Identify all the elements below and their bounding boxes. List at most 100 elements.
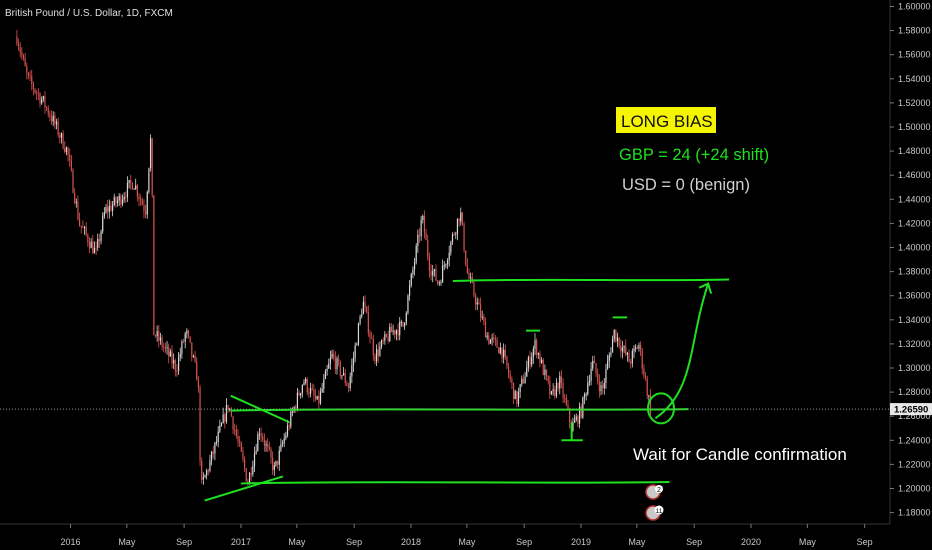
candle-body [331,353,333,358]
candle-body [455,233,457,235]
candle-body [78,219,81,226]
y-tick-label: 1.44000 [898,194,931,204]
candle-body [121,199,124,205]
candle-body [456,218,459,234]
candle-body [486,335,488,338]
candle-body [498,347,500,354]
candle-body [130,180,132,184]
trendline [204,475,284,502]
candle-body [499,347,501,354]
candle-body [69,154,71,161]
candle-body [648,395,650,397]
chart-title: British Pound / U.S. Dollar, 1D, FXCM [5,8,173,19]
candle-body [258,433,261,435]
y-tick-label: 1.56000 [898,50,931,60]
candle-body [621,347,624,352]
candle-body [605,369,607,383]
candle-body [118,195,120,201]
candle-body [298,392,300,396]
candle-body [319,391,322,404]
candle-body [98,239,100,242]
candle-body [275,460,277,466]
candle-body [522,378,525,384]
candle-body [539,353,541,363]
candle-body [384,334,386,341]
candle-body [394,330,396,335]
candle-body [354,345,356,358]
candle-body [521,378,523,385]
candle-body [438,282,440,284]
candle-body [453,234,455,236]
candle-body [573,420,576,423]
projection-arrow-head [698,282,713,294]
candle-body [278,450,280,465]
candle-body [39,93,41,104]
candle-body [625,346,627,355]
x-tick-label: May [288,537,306,547]
candle-body [399,321,401,336]
last-price-tag: 1.26590 [890,403,932,416]
candle-body [578,406,581,424]
trendline [230,394,290,424]
candle-body [583,394,586,398]
candle-body [41,99,43,104]
candle-body [506,356,508,367]
candle-body [602,385,604,389]
candle-body [148,168,150,192]
candle-body [102,216,104,232]
candle-body [417,234,419,247]
candle-body [242,451,244,460]
candle-body [364,301,366,307]
candle-body [90,241,92,249]
event-badge[interactable]: 11 [645,505,664,521]
candle-body [144,211,147,215]
candle-body [265,443,267,446]
candle-body [544,369,546,375]
candle-body [356,344,358,346]
candle-body [380,340,383,347]
candle-body [82,227,84,229]
candle-body [437,280,439,284]
x-tick-label: May [628,537,646,547]
candle-body [235,429,237,436]
event-badge[interactable]: 2 [645,484,663,500]
candle-body [321,388,323,392]
candle-body [631,351,633,364]
candle-body [375,349,378,362]
candle-body [410,274,412,286]
candle-body [36,92,38,94]
candle-body [517,392,520,404]
candle-body [83,227,86,229]
candle-body [311,388,313,390]
candle-body [451,234,454,242]
candle-body [630,362,632,364]
candle-body [280,444,282,451]
candle-body [281,443,284,445]
candle-body [80,225,82,228]
candle-body [402,321,404,327]
candle-body [374,355,376,362]
candle-body [473,282,475,296]
candle-body [503,349,505,358]
candle-body [158,331,160,341]
candle-body [67,147,69,155]
candle-body [272,457,274,471]
candle-body [379,346,381,356]
candle-body [352,357,355,366]
candle-body [161,337,163,347]
candle-body [488,335,490,344]
candle-body [219,425,221,432]
candle-body [196,361,198,381]
candle-body [395,330,397,335]
y-tick-label: 1.32000 [898,339,931,349]
candle-body [224,414,226,422]
candle-body [131,183,133,190]
candle-body [474,295,477,305]
candle-body [237,435,239,442]
candle-body [182,341,185,343]
candle-body [136,185,138,197]
candle-body [169,351,171,357]
candle-body [575,416,577,421]
candle-body [562,382,564,398]
